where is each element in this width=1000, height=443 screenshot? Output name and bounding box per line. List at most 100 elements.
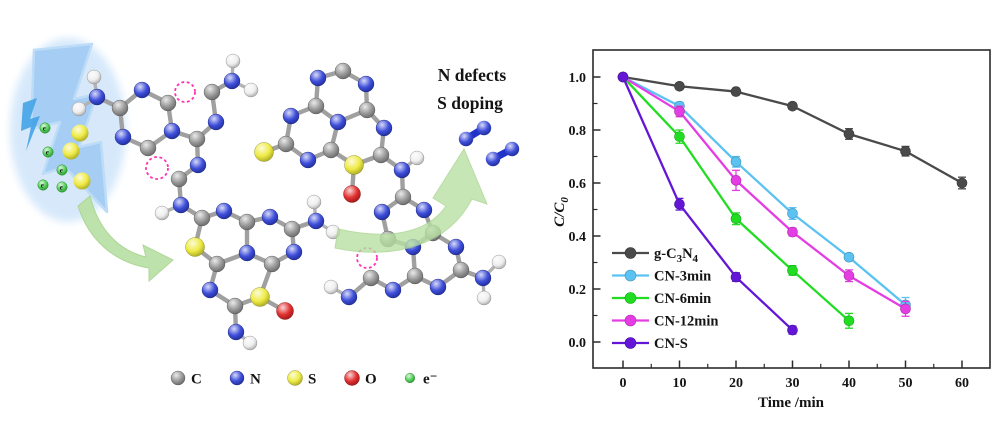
n-defect-circle (145, 156, 169, 180)
green-arrow-up-icon (334, 147, 488, 253)
axis-labels: C/C0 (552, 197, 571, 227)
atom-H (71, 101, 87, 117)
atom-C (238, 213, 256, 231)
axis-ticks: 0 10 20 30 40 50 60 0.0 0.2 0.4 0.6 0.8 1.0 (569, 71, 970, 391)
green-arrow-down-icon (77, 195, 174, 283)
y-tick-label: 1.0 (569, 71, 587, 86)
atom-H (225, 53, 241, 69)
atom-C (372, 146, 390, 164)
electron-glyph: e (46, 149, 49, 157)
data-point (617, 71, 629, 83)
atom-legend-label: O (365, 372, 377, 388)
atom-N (172, 196, 190, 214)
electron-icon (56, 181, 68, 193)
sulfur-sphere (73, 172, 91, 190)
atom-C (226, 297, 244, 315)
atom-legend-label: e⁻ (423, 372, 438, 388)
data-point (674, 198, 685, 210)
mini-lightning-icon (21, 98, 40, 151)
mechanism-decorations: e e e e e (37, 81, 520, 269)
y-tick-label: 0.2 (569, 283, 587, 298)
legend-marker (624, 314, 637, 327)
atom-O (276, 302, 294, 320)
x-axis-label: Time /min (758, 395, 825, 411)
atom-N (357, 75, 375, 93)
atom-C (170, 170, 188, 188)
atom-N (299, 151, 317, 169)
atom-C (307, 97, 325, 115)
atom-C (208, 255, 226, 273)
atom-C (322, 141, 340, 159)
atom-legend-marker-N (229, 370, 245, 386)
y-tick-label: 0.6 (569, 177, 587, 192)
electron-glyph: e (60, 167, 63, 175)
atom-N (476, 120, 492, 136)
data-point (787, 100, 798, 112)
atom-N (329, 113, 347, 131)
legend-marker (624, 337, 637, 349)
atom-N (447, 238, 465, 256)
electron-glyph: e (60, 184, 63, 192)
electron-icon (39, 122, 51, 134)
atom-N (114, 128, 132, 146)
atom-C (203, 83, 221, 101)
n-defects-label: N defects (438, 65, 507, 85)
sulfur-sphere (71, 124, 89, 142)
atom-N (375, 119, 393, 137)
data-point (843, 270, 855, 282)
atom-N (485, 151, 501, 167)
legend-label: CN-6min (654, 291, 711, 307)
data-point (787, 208, 798, 219)
series-CN-S (617, 71, 798, 336)
atom-N (285, 243, 303, 261)
atom-C (358, 101, 376, 119)
atom-N (207, 113, 225, 131)
data-point (843, 315, 855, 327)
n2-molecule (458, 120, 492, 147)
atom-N (307, 212, 325, 230)
electron-icon (37, 179, 49, 191)
atom-N (215, 202, 233, 220)
atom-S (250, 287, 270, 307)
legend-item-CN-3min: CN-3min (612, 269, 711, 285)
data-point (900, 303, 911, 315)
data-point (730, 86, 742, 97)
data-point (730, 271, 742, 283)
data-point (956, 177, 968, 189)
atom-C (334, 62, 352, 80)
data-point (674, 106, 685, 117)
atom-C (277, 135, 295, 153)
x-tick-label: 50 (899, 376, 913, 391)
atom-legend-label: C (191, 372, 202, 388)
atom-N (474, 269, 492, 287)
x-tick-label: 0 (620, 376, 627, 391)
electron-icon (42, 146, 54, 158)
x-tick-label: 60 (955, 376, 969, 391)
data-point (843, 251, 855, 263)
x-tick-label: 20 (729, 376, 743, 391)
s-doping-label: S doping (437, 93, 503, 113)
legend-item-CN-12min: CN-12min (612, 314, 718, 330)
legend-item-CN-S: CN-S (612, 336, 688, 352)
n-defect-circle (174, 81, 196, 103)
atom-S (254, 142, 274, 162)
atom-C (188, 130, 206, 148)
atom-H (154, 205, 170, 221)
y-tick-label: 0.8 (569, 124, 587, 139)
atom-C (139, 139, 157, 157)
atom-N (340, 288, 358, 306)
legend-label: g-C3N4 (654, 246, 699, 265)
atom-N (201, 281, 219, 299)
series-line (621, 75, 907, 311)
data-point (674, 131, 685, 142)
series-line (621, 75, 907, 307)
atom-legend-marker-C (170, 370, 186, 386)
atom-C (406, 267, 424, 285)
atom-N (88, 88, 106, 106)
atom-O (343, 185, 361, 203)
atom-C (394, 188, 412, 206)
